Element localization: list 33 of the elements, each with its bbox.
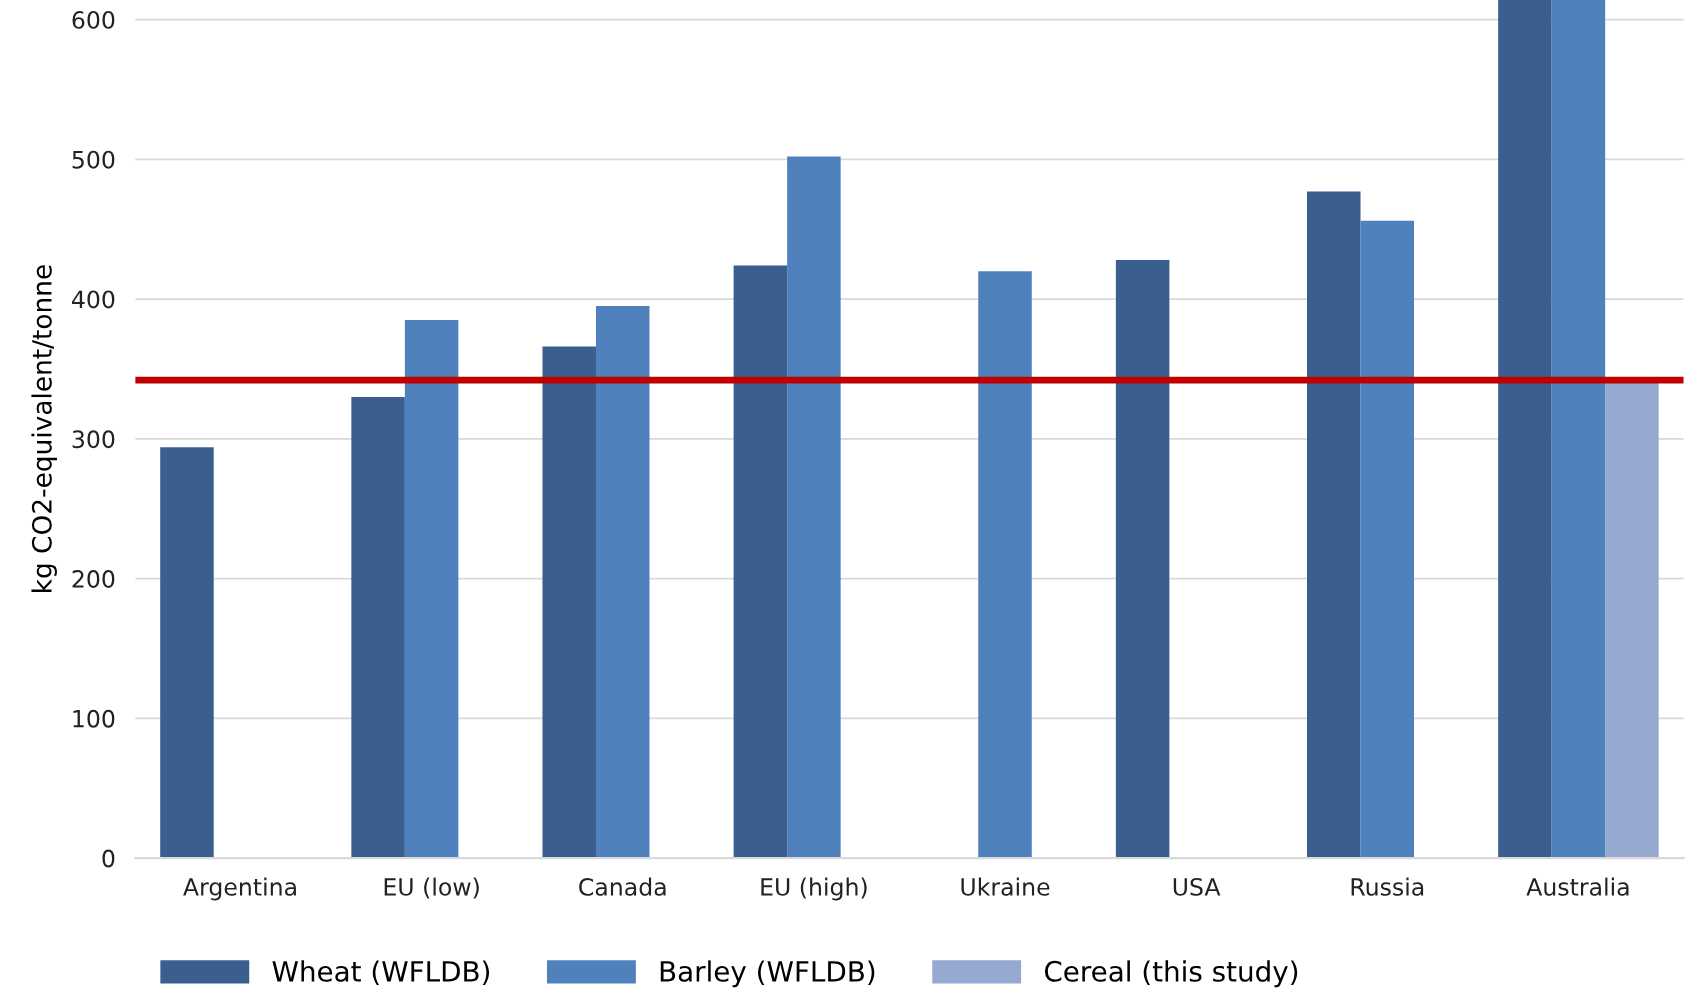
x-tick-label: USA [1173,877,1221,896]
bar [787,156,841,859]
y-tick-label: 200 [72,570,115,588]
bar [1360,220,1415,859]
bar [404,320,459,859]
bar [1498,0,1552,859]
y-tick-label: 500 [72,150,115,169]
bar [1551,0,1606,859]
bar [351,396,405,859]
legend-label: Barley (WFLDB) [660,960,875,988]
y-tick-label: 300 [72,430,115,449]
bar [978,271,1032,859]
bar [160,447,214,859]
bar [1307,191,1361,859]
legend-label: Cereal (this study) [1044,960,1298,988]
x-tick-label: Argentina [183,877,296,901]
y-tick-label: 0 [102,849,115,868]
legend-label: Wheat (WFLDB) [272,960,490,986]
bar [1115,259,1170,859]
bar [733,265,788,859]
x-tick-label: Canada [579,877,666,896]
x-tick-label: EU (high) [761,877,867,901]
bar [542,346,596,859]
y-tick-label: 100 [73,709,115,728]
x-tick-label: Australia [1526,877,1629,896]
x-tick-label: EU (low) [384,877,479,899]
y-axis-title: kg CO2-equivalent/tonne [31,265,57,592]
bar [1605,381,1659,859]
bar [595,306,650,859]
x-tick-label: Russia [1351,877,1424,896]
y-tick-label: 600 [72,11,115,29]
y-tick-label: 400 [72,290,115,309]
x-tick-label: Ukraine [961,877,1050,896]
